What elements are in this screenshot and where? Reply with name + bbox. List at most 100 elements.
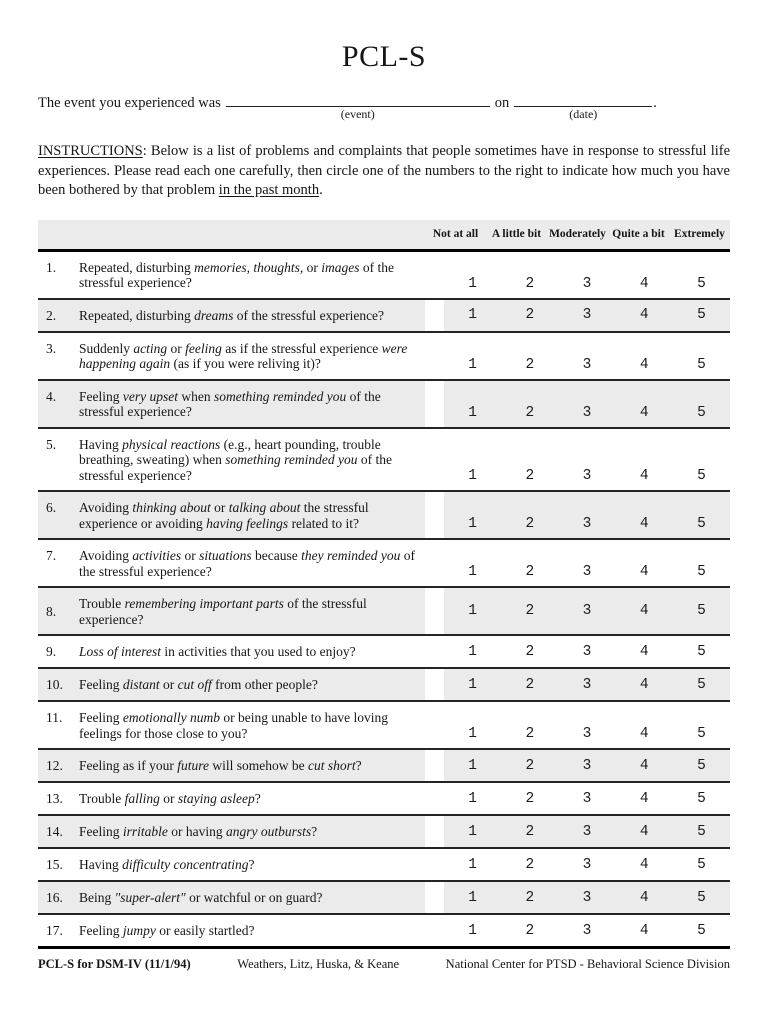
rating-option-5[interactable]: 5 — [697, 823, 706, 840]
rating-option-3[interactable]: 3 — [582, 564, 592, 580]
rating-option-5[interactable]: 5 — [697, 856, 706, 873]
rating-option-1[interactable]: 1 — [468, 564, 477, 580]
rating-option-3[interactable]: 3 — [582, 823, 592, 840]
rating-option-1[interactable]: 1 — [468, 516, 477, 532]
rating-option-5[interactable]: 5 — [697, 726, 706, 742]
rating-option-1[interactable]: 1 — [468, 275, 477, 292]
question-row-15: 15. Having difficulty concentrating? 1 2 3 4 5 — [38, 849, 730, 882]
event-blank-field[interactable]: (event) — [225, 92, 490, 121]
rating-option-4[interactable]: 4 — [639, 468, 649, 484]
rating-option-2[interactable]: 2 — [525, 823, 535, 840]
rating-option-4[interactable]: 4 — [639, 356, 649, 373]
rating-option-2[interactable]: 2 — [525, 856, 535, 873]
rating-option-5[interactable]: 5 — [697, 643, 706, 660]
rating-option-3[interactable]: 3 — [582, 676, 592, 693]
rating-option-1[interactable]: 1 — [468, 307, 477, 323]
question-text: Feeling jumpy or easily startled? — [79, 923, 255, 938]
rating-option-3[interactable]: 3 — [582, 275, 592, 292]
rating-option-1[interactable]: 1 — [468, 757, 477, 774]
rating-option-5[interactable]: 5 — [697, 404, 706, 421]
page-footer: PCL-S for DSM-IV (11/1/94) Weathers, Lit… — [38, 957, 730, 972]
page-title: PCL-S — [341, 40, 427, 73]
rating-option-1[interactable]: 1 — [468, 726, 477, 742]
rating-scale: 1 2 3 4 5 — [444, 669, 730, 700]
instructions-heading: INSTRUCTIONS — [38, 143, 143, 159]
rating-option-5[interactable]: 5 — [697, 468, 706, 484]
rating-option-2[interactable]: 2 — [525, 564, 535, 580]
rating-option-2[interactable]: 2 — [525, 356, 535, 373]
date-blank-field[interactable]: (date) — [514, 92, 653, 121]
rating-option-2[interactable]: 2 — [525, 889, 535, 906]
rating-option-2[interactable]: 2 — [525, 676, 535, 693]
rating-option-1[interactable]: 1 — [468, 922, 477, 939]
rating-option-4[interactable]: 4 — [639, 404, 649, 421]
rating-option-5[interactable]: 5 — [697, 275, 706, 292]
rating-option-2[interactable]: 2 — [525, 603, 535, 619]
question-number: 13. — [46, 791, 63, 806]
rating-option-4[interactable]: 4 — [639, 307, 649, 323]
rating-option-3[interactable]: 3 — [582, 307, 592, 323]
rating-option-5[interactable]: 5 — [697, 922, 706, 939]
rating-option-1[interactable]: 1 — [468, 404, 477, 421]
rating-option-3[interactable]: 3 — [582, 790, 592, 807]
rating-option-5[interactable]: 5 — [697, 889, 706, 906]
rating-option-3[interactable]: 3 — [582, 404, 592, 421]
rating-option-4[interactable]: 4 — [639, 603, 649, 619]
rating-option-4[interactable]: 4 — [639, 643, 649, 660]
rating-option-4[interactable]: 4 — [639, 726, 649, 742]
footer-version: PCL-S for DSM-IV (11/1/94) — [38, 957, 191, 971]
rating-option-2[interactable]: 2 — [525, 790, 535, 807]
rating-option-4[interactable]: 4 — [639, 922, 649, 939]
rating-option-4[interactable]: 4 — [639, 790, 649, 807]
rating-option-3[interactable]: 3 — [582, 757, 592, 774]
rating-option-3[interactable]: 3 — [582, 856, 592, 873]
question-cell: 9. Loss of interest in activities that yo… — [38, 636, 425, 667]
rating-option-1[interactable]: 1 — [468, 603, 477, 619]
question-cell: 3. Suddenly acting or feeling as if the s… — [38, 333, 425, 379]
rating-option-2[interactable]: 2 — [525, 757, 535, 774]
rating-option-1[interactable]: 1 — [468, 790, 477, 807]
rating-option-4[interactable]: 4 — [639, 564, 649, 580]
rating-option-4[interactable]: 4 — [639, 889, 649, 906]
rating-option-2[interactable]: 2 — [525, 726, 535, 742]
rating-option-3[interactable]: 3 — [582, 726, 592, 742]
rating-option-5[interactable]: 5 — [697, 790, 706, 807]
rating-option-3[interactable]: 3 — [582, 356, 592, 373]
rating-option-3[interactable]: 3 — [582, 468, 592, 484]
rating-option-5[interactable]: 5 — [697, 307, 706, 323]
rating-option-1[interactable]: 1 — [468, 356, 477, 373]
rating-option-4[interactable]: 4 — [639, 856, 649, 873]
rating-option-5[interactable]: 5 — [697, 516, 706, 532]
rating-option-4[interactable]: 4 — [639, 275, 649, 292]
rating-option-4[interactable]: 4 — [639, 676, 649, 693]
rating-option-5[interactable]: 5 — [697, 356, 706, 373]
rating-option-2[interactable]: 2 — [525, 468, 535, 484]
rating-option-2[interactable]: 2 — [525, 922, 535, 939]
rating-option-1[interactable]: 1 — [468, 643, 477, 660]
rating-option-3[interactable]: 3 — [582, 603, 592, 619]
rating-option-2[interactable]: 2 — [525, 275, 535, 292]
rating-option-3[interactable]: 3 — [582, 643, 592, 660]
rating-option-2[interactable]: 2 — [525, 516, 535, 532]
rating-option-4[interactable]: 4 — [639, 823, 649, 840]
rating-option-3[interactable]: 3 — [582, 516, 592, 532]
rating-option-1[interactable]: 1 — [468, 468, 477, 484]
column-gap — [425, 380, 444, 427]
question-row-4: 4. Feeling very upset when something remi… — [38, 380, 730, 429]
rating-option-1[interactable]: 1 — [468, 823, 477, 840]
rating-option-5[interactable]: 5 — [697, 757, 706, 774]
rating-option-3[interactable]: 3 — [582, 922, 592, 939]
rating-option-1[interactable]: 1 — [468, 856, 477, 873]
column-header-a-little-bit: A little bit — [491, 228, 542, 240]
rating-option-5[interactable]: 5 — [697, 564, 706, 580]
rating-option-4[interactable]: 4 — [639, 516, 649, 532]
rating-option-1[interactable]: 1 — [468, 676, 477, 693]
rating-option-5[interactable]: 5 — [697, 676, 706, 693]
rating-option-5[interactable]: 5 — [697, 603, 706, 619]
rating-option-4[interactable]: 4 — [639, 757, 649, 774]
rating-option-2[interactable]: 2 — [525, 643, 535, 660]
rating-option-1[interactable]: 1 — [468, 889, 477, 906]
rating-option-3[interactable]: 3 — [582, 889, 592, 906]
rating-option-2[interactable]: 2 — [525, 307, 535, 323]
rating-option-2[interactable]: 2 — [525, 404, 535, 421]
